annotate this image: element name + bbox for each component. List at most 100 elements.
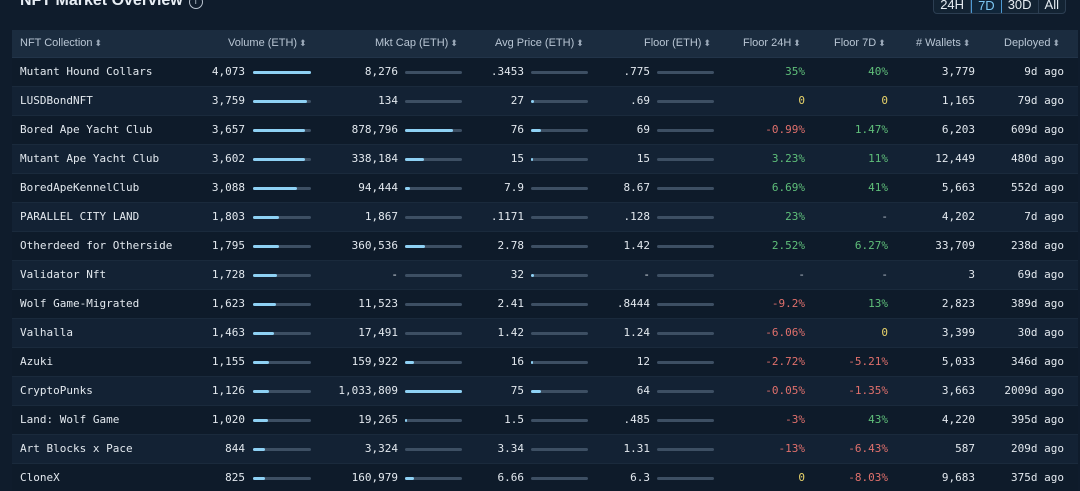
info-icon[interactable]: i (188, 0, 203, 9)
volume-value: 1,803 (211, 210, 245, 223)
avgprice-value: 76 (510, 123, 524, 136)
table-row[interactable]: Valhalla 1,463 17,491 1.42 1.24 -6.06% 0 3,399 3… (12, 319, 1078, 348)
floor-bar-track (657, 419, 714, 422)
col-floor24h-header[interactable]: Floor 24H ⬍ (743, 37, 801, 49)
volume-value: 3,602 (211, 152, 245, 165)
col-deployed-header[interactable]: Deployed ⬍ (1004, 37, 1061, 49)
mktcap-bar-track (405, 158, 462, 161)
floor7d-value: 11% (868, 152, 888, 165)
tab-all[interactable]: All (1044, 0, 1059, 12)
table-row[interactable]: Bored Ape Yacht Club 3,657 878,796 76 69 -0.9… (12, 116, 1078, 145)
wallets-value: 4,202 (941, 210, 975, 223)
col-avgprice-header[interactable]: Avg Price (ETH) ⬍ (495, 37, 584, 49)
floor-bar-track (657, 448, 714, 451)
table-body: Mutant Hound Collars 4,073 8,276 .3453 .775 3… (12, 58, 1078, 491)
collection-name[interactable]: Art Blocks x Pace (20, 442, 133, 455)
mktcap-value: 878,796 (351, 123, 398, 136)
table-row[interactable]: Azuki 1,155 159,922 16 12 -2.72% -5.21% 5,033 34… (12, 348, 1078, 377)
avgprice-value: .1171 (490, 210, 524, 223)
page-title-text: NFT Market Overview (20, 0, 183, 9)
col-collection-header[interactable]: NFT Collection ⬍ (20, 37, 103, 49)
table-row[interactable]: BoredApeKennelClub 3,088 94,444 7.9 8.67 6.69… (12, 174, 1078, 203)
avgprice-bar-track (531, 274, 588, 277)
sort-icon: ⬍ (94, 38, 103, 48)
collection-name[interactable]: Azuki (20, 355, 54, 368)
sort-icon: ⬍ (878, 38, 886, 48)
mktcap-value: 19,265 (358, 413, 398, 426)
avgprice-bar-track (531, 245, 588, 248)
table-row[interactable]: Mutant Hound Collars 4,073 8,276 .3453 .775 3… (12, 58, 1078, 87)
volume-bar-track (253, 245, 311, 248)
collection-name[interactable]: Wolf Game-Migrated (20, 297, 140, 310)
floor-value: 64 (636, 384, 650, 397)
table-row[interactable]: Validator Nft 1,728 - 32 - - - 3 69d ago (12, 261, 1078, 290)
table-row[interactable]: Wolf Game-Migrated 1,623 11,523 2.41 .8444 -9… (12, 290, 1078, 319)
collection-name[interactable]: PARALLEL CITY LAND (20, 210, 140, 223)
col-floor7d-header[interactable]: Floor 7D ⬍ (834, 37, 886, 49)
floor7d-value: 0 (881, 326, 888, 339)
page-title: NFT Market Overview i (20, 0, 203, 10)
table-row[interactable]: Otherdeed for Otherside 1,795 360,536 2.78 1… (12, 232, 1078, 261)
volume-bar-track (253, 129, 311, 132)
deployed-value: 7d ago (1024, 210, 1064, 223)
mktcap-value: 1,033,809 (338, 384, 398, 397)
collection-name[interactable]: Validator Nft (20, 268, 107, 281)
floor-value: 69 (636, 123, 650, 136)
collection-name[interactable]: Otherdeed for Otherside (20, 239, 173, 252)
page-header: NFT Market Overview i 24H 7D 30D All (0, 0, 1080, 28)
table-row[interactable]: CryptoPunks 1,126 1,033,809 75 64 -0.05% -1.35… (12, 377, 1078, 406)
collection-name[interactable]: BoredApeKennelClub (20, 181, 140, 194)
avgprice-bar-track (531, 129, 588, 132)
table-row[interactable]: PARALLEL CITY LAND 1,803 1,867 .1171 .128 23%… (12, 203, 1078, 232)
sort-icon: ⬍ (703, 38, 711, 48)
mktcap-value: 134 (378, 94, 398, 107)
floor-value: .69 (630, 94, 650, 107)
volume-bar-track (253, 361, 311, 364)
collection-name[interactable]: Mutant Ape Yacht Club (20, 152, 160, 165)
table-row[interactable]: Land: Wolf Game 1,020 19,265 1.5 .485 -3% 43% 4… (12, 406, 1078, 435)
collection-name[interactable]: Bored Ape Yacht Club (20, 123, 153, 136)
volume-bar-fill (253, 390, 269, 393)
floor-bar-track (657, 187, 714, 190)
collection-name[interactable]: Land: Wolf Game (20, 413, 120, 426)
collection-name[interactable]: Valhalla (20, 326, 73, 339)
collection-name[interactable]: CloneX (20, 471, 60, 484)
volume-bar-track (253, 332, 311, 335)
tab-7d[interactable]: 7D (971, 0, 1002, 13)
mktcap-bar-fill (405, 477, 414, 480)
mktcap-bar-track (405, 303, 462, 306)
volume-bar-track (253, 419, 311, 422)
avgprice-value: 32 (510, 268, 524, 281)
table-row[interactable]: Mutant Ape Yacht Club 3,602 338,184 15 15 3.2… (12, 145, 1078, 174)
floor7d-value: -6.43% (848, 442, 888, 455)
collection-name[interactable]: Mutant Hound Collars (20, 65, 153, 78)
table-row[interactable]: LUSDBondNFT 3,759 134 27 .69 0 0 1,165 79d ago (12, 87, 1078, 116)
mktcap-value: 94,444 (358, 181, 398, 194)
avgprice-bar-fill (531, 274, 534, 277)
mktcap-bar-track (405, 187, 462, 190)
col-floor-header[interactable]: Floor (ETH) ⬍ (644, 37, 711, 49)
table-row[interactable]: Art Blocks x Pace 844 3,324 3.34 1.31 -13% -6.… (12, 435, 1078, 464)
collection-name[interactable]: CryptoPunks (20, 384, 93, 397)
mktcap-value: 159,922 (351, 355, 398, 368)
mktcap-bar-fill (405, 187, 410, 190)
volume-value: 1,728 (211, 268, 245, 281)
col-wallets-header[interactable]: # Wallets ⬍ (916, 37, 971, 49)
floor24h-value: -0.99% (765, 123, 805, 136)
floor-value: 6.3 (630, 471, 650, 484)
table-row[interactable]: CloneX 825 160,979 6.66 6.3 0 -8.03% 9,683 375d … (12, 464, 1078, 491)
tab-30d[interactable]: 30D (1002, 0, 1039, 13)
mktcap-bar-fill (405, 390, 462, 393)
floor24h-value: -13% (778, 442, 806, 455)
mktcap-value: 160,979 (351, 471, 398, 484)
volume-value: 1,020 (211, 413, 245, 426)
floor7d-value: -1.35% (848, 384, 888, 397)
deployed-value: 552d ago (1011, 181, 1064, 194)
deployed-value: 389d ago (1011, 297, 1064, 310)
deployed-value: 9d ago (1024, 65, 1064, 78)
col-mktcap-header[interactable]: Mkt Cap (ETH) ⬍ (375, 37, 458, 49)
tab-24h[interactable]: 24H (934, 0, 972, 13)
floor7d-value: 13% (868, 297, 888, 310)
collection-name[interactable]: LUSDBondNFT (20, 94, 93, 107)
col-volume-header[interactable]: Volume (ETH) ⬍ (228, 37, 307, 49)
